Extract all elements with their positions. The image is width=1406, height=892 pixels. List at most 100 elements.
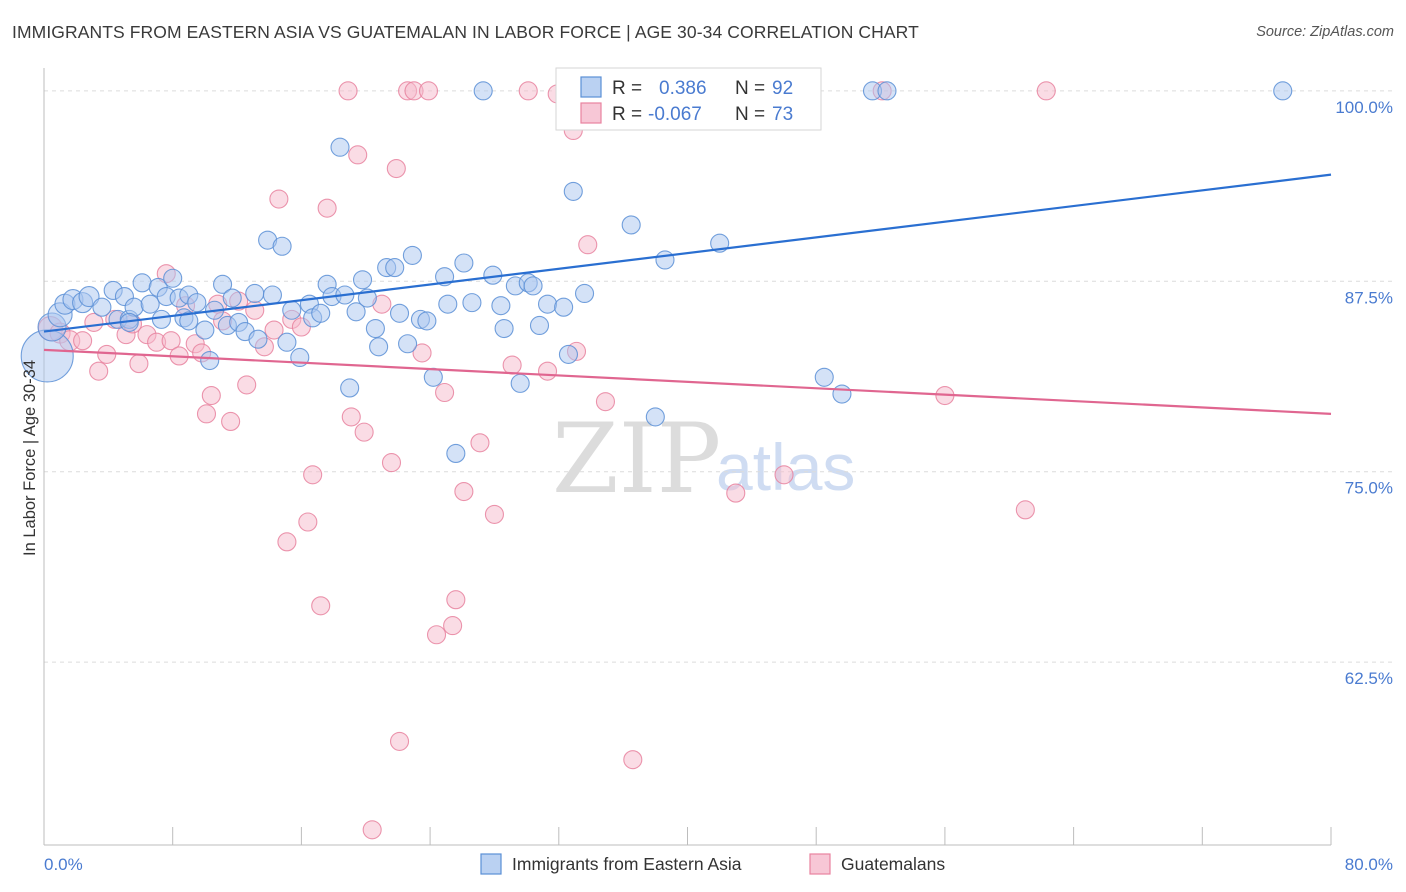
source-credit: Source: ZipAtlas.com [1256,24,1394,40]
eastern-asia-point [389,303,410,323]
eastern-asia-point [78,285,100,308]
eastern-asia-point [814,367,834,387]
axes [43,68,1332,846]
x-tick-label-min: 0.0% [44,855,83,874]
guatemalan-point [303,465,323,485]
eastern-asia-point [510,373,530,393]
guatemalan-point [446,590,466,610]
guatemalan-point [426,625,447,645]
eastern-asia-point [621,215,641,235]
watermark-zip: ZIP [552,403,721,515]
eastern-asia-point [574,283,595,304]
guatemalan-point [623,750,643,770]
guatemalan-point [435,382,455,403]
watermark: ZIP atlas [552,403,855,515]
guatemalan-point [338,81,358,101]
legend-pink-label: Guatemalans [841,854,945,874]
y-tick-label: 62.5% [1345,669,1393,688]
eastern-asia-point [248,329,268,349]
guatemalan-point [774,465,794,485]
guatemalan-point [201,386,221,406]
y-tick-labels: 100.0% 87.5% 75.0% 62.5% [1335,98,1393,688]
guatemalan-point [454,481,474,502]
y-axis-label: In Labor Force | Age 30-34 [21,360,39,556]
stats-pink-swatch [580,102,602,124]
guatemalan-point [245,300,265,320]
eastern-asia-points [20,81,1293,464]
guatemalan-point [418,81,439,101]
eastern-asia-point [529,315,550,336]
eastern-asia-point [262,285,282,305]
eastern-asia-point [200,350,220,371]
x-tick-label-max: 80.0% [1345,855,1393,874]
guatemalan-point [578,235,598,255]
guatemalan-point [386,159,406,179]
eastern-asia-point [340,378,360,398]
eastern-asia-point [282,300,302,320]
guatemalans-points [37,81,1056,840]
guatemalan-point [298,512,318,532]
eastern-asia-point [222,288,242,308]
eastern-asia-point [1273,81,1293,101]
guatemalan-point [502,355,522,375]
guatemalan-point [161,331,181,351]
guatemalan-point [1036,81,1056,101]
guatemalan-point [311,596,331,616]
guatemalan-trend-line [43,348,1332,415]
guatemalan-point [348,145,368,165]
eastern-asia-point [277,332,297,352]
eastern-asia-point [645,407,665,427]
eastern-asia-point [385,258,405,278]
eastern-asia-point [417,311,437,331]
eastern-asia-point [446,443,466,464]
eastern-asia-point [554,297,574,317]
guatemalan-point [518,81,538,101]
guatemalan-point [412,343,432,363]
y-tick-label: 87.5% [1345,288,1393,307]
eastern-asia-trend-line [43,173,1332,333]
eastern-asia-point [346,302,366,322]
eastern-asia-point [523,276,543,296]
guatemalan-point [595,392,616,412]
eastern-asia-point [213,274,233,294]
stats-pink-n-value: 73 [772,104,793,125]
guatemalan-point [354,422,374,442]
eastern-asia-point [163,268,183,288]
eastern-asia-point [179,311,199,331]
eastern-asia-point [537,294,558,314]
legend-blue-swatch [480,853,502,875]
eastern-asia-point [245,283,265,304]
stats-blue-r-label: R = [612,78,642,99]
stats-blue-r-value: 0.386 [659,78,707,99]
guatemalan-point [97,344,117,364]
eastern-asia-point [365,318,385,339]
eastern-asia-point [558,344,579,364]
eastern-asia-point [423,367,443,387]
eastern-asia-point [473,81,493,101]
legend-pink-swatch [809,853,831,875]
guatemalan-point [381,453,402,473]
trend-lines [43,173,1332,415]
guatemalan-point [89,361,109,381]
guatemalan-point [221,411,241,432]
guatemalan-point [726,483,746,503]
stats-blue-swatch [580,76,602,98]
eastern-asia-point [491,296,511,316]
eastern-asia-point [832,384,852,404]
guatemalan-point [264,320,284,340]
eastern-asia-point [655,250,675,270]
legend-blue-label: Immigrants from Eastern Asia [512,854,742,874]
eastern-asia-point [92,297,112,317]
guatemalan-point [129,354,149,374]
guatemalan-point [269,189,289,209]
stats-pink-r-label: R = [612,104,642,125]
eastern-asia-point [330,137,350,157]
eastern-asia-point [462,293,482,313]
eastern-asia-point [563,181,583,201]
guatemalan-point [73,331,93,351]
eastern-asia-point [398,334,418,354]
eastern-asia-point [151,309,171,329]
eastern-asia-point [272,236,292,256]
guatemalan-point [484,504,505,524]
eastern-asia-point [369,337,389,357]
